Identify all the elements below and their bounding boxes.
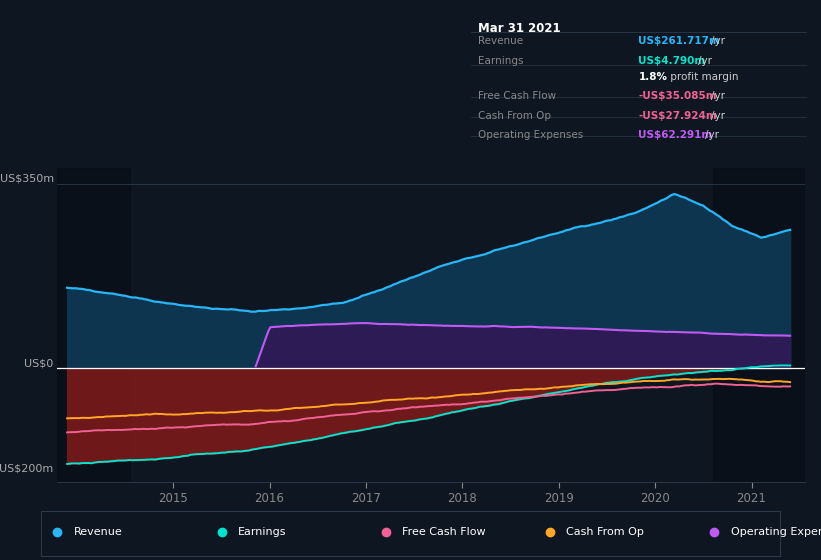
Text: Mar 31 2021: Mar 31 2021 (478, 22, 561, 35)
Text: Operating Expenses: Operating Expenses (731, 527, 821, 537)
Text: Operating Expenses: Operating Expenses (478, 130, 583, 140)
Text: Free Cash Flow: Free Cash Flow (478, 91, 556, 101)
Text: -US$200m: -US$200m (0, 464, 53, 474)
Text: 1.8%: 1.8% (639, 72, 667, 82)
Text: -US$27.924m: -US$27.924m (639, 111, 717, 120)
Text: Cash From Op: Cash From Op (566, 527, 644, 537)
Text: US$4.790m: US$4.790m (639, 56, 705, 66)
Text: /yr: /yr (711, 111, 725, 120)
Text: US$261.717m: US$261.717m (639, 36, 720, 46)
Text: Revenue: Revenue (478, 36, 523, 46)
Text: /yr: /yr (699, 56, 713, 66)
Text: /yr: /yr (704, 130, 718, 140)
Text: -US$35.085m: -US$35.085m (639, 91, 717, 101)
Text: profit margin: profit margin (667, 72, 738, 82)
Text: US$350m: US$350m (0, 174, 53, 184)
Text: Earnings: Earnings (478, 56, 523, 66)
Text: /yr: /yr (711, 36, 725, 46)
Bar (57, 168, 130, 482)
Text: US$62.291m: US$62.291m (639, 130, 713, 140)
Text: Cash From Op: Cash From Op (478, 111, 551, 120)
Text: Revenue: Revenue (74, 527, 122, 537)
FancyBboxPatch shape (41, 511, 780, 556)
Text: Free Cash Flow: Free Cash Flow (402, 527, 486, 537)
Text: US$0: US$0 (25, 358, 53, 368)
Bar (713, 168, 805, 482)
Text: /yr: /yr (711, 91, 725, 101)
Text: Earnings: Earnings (238, 527, 287, 537)
